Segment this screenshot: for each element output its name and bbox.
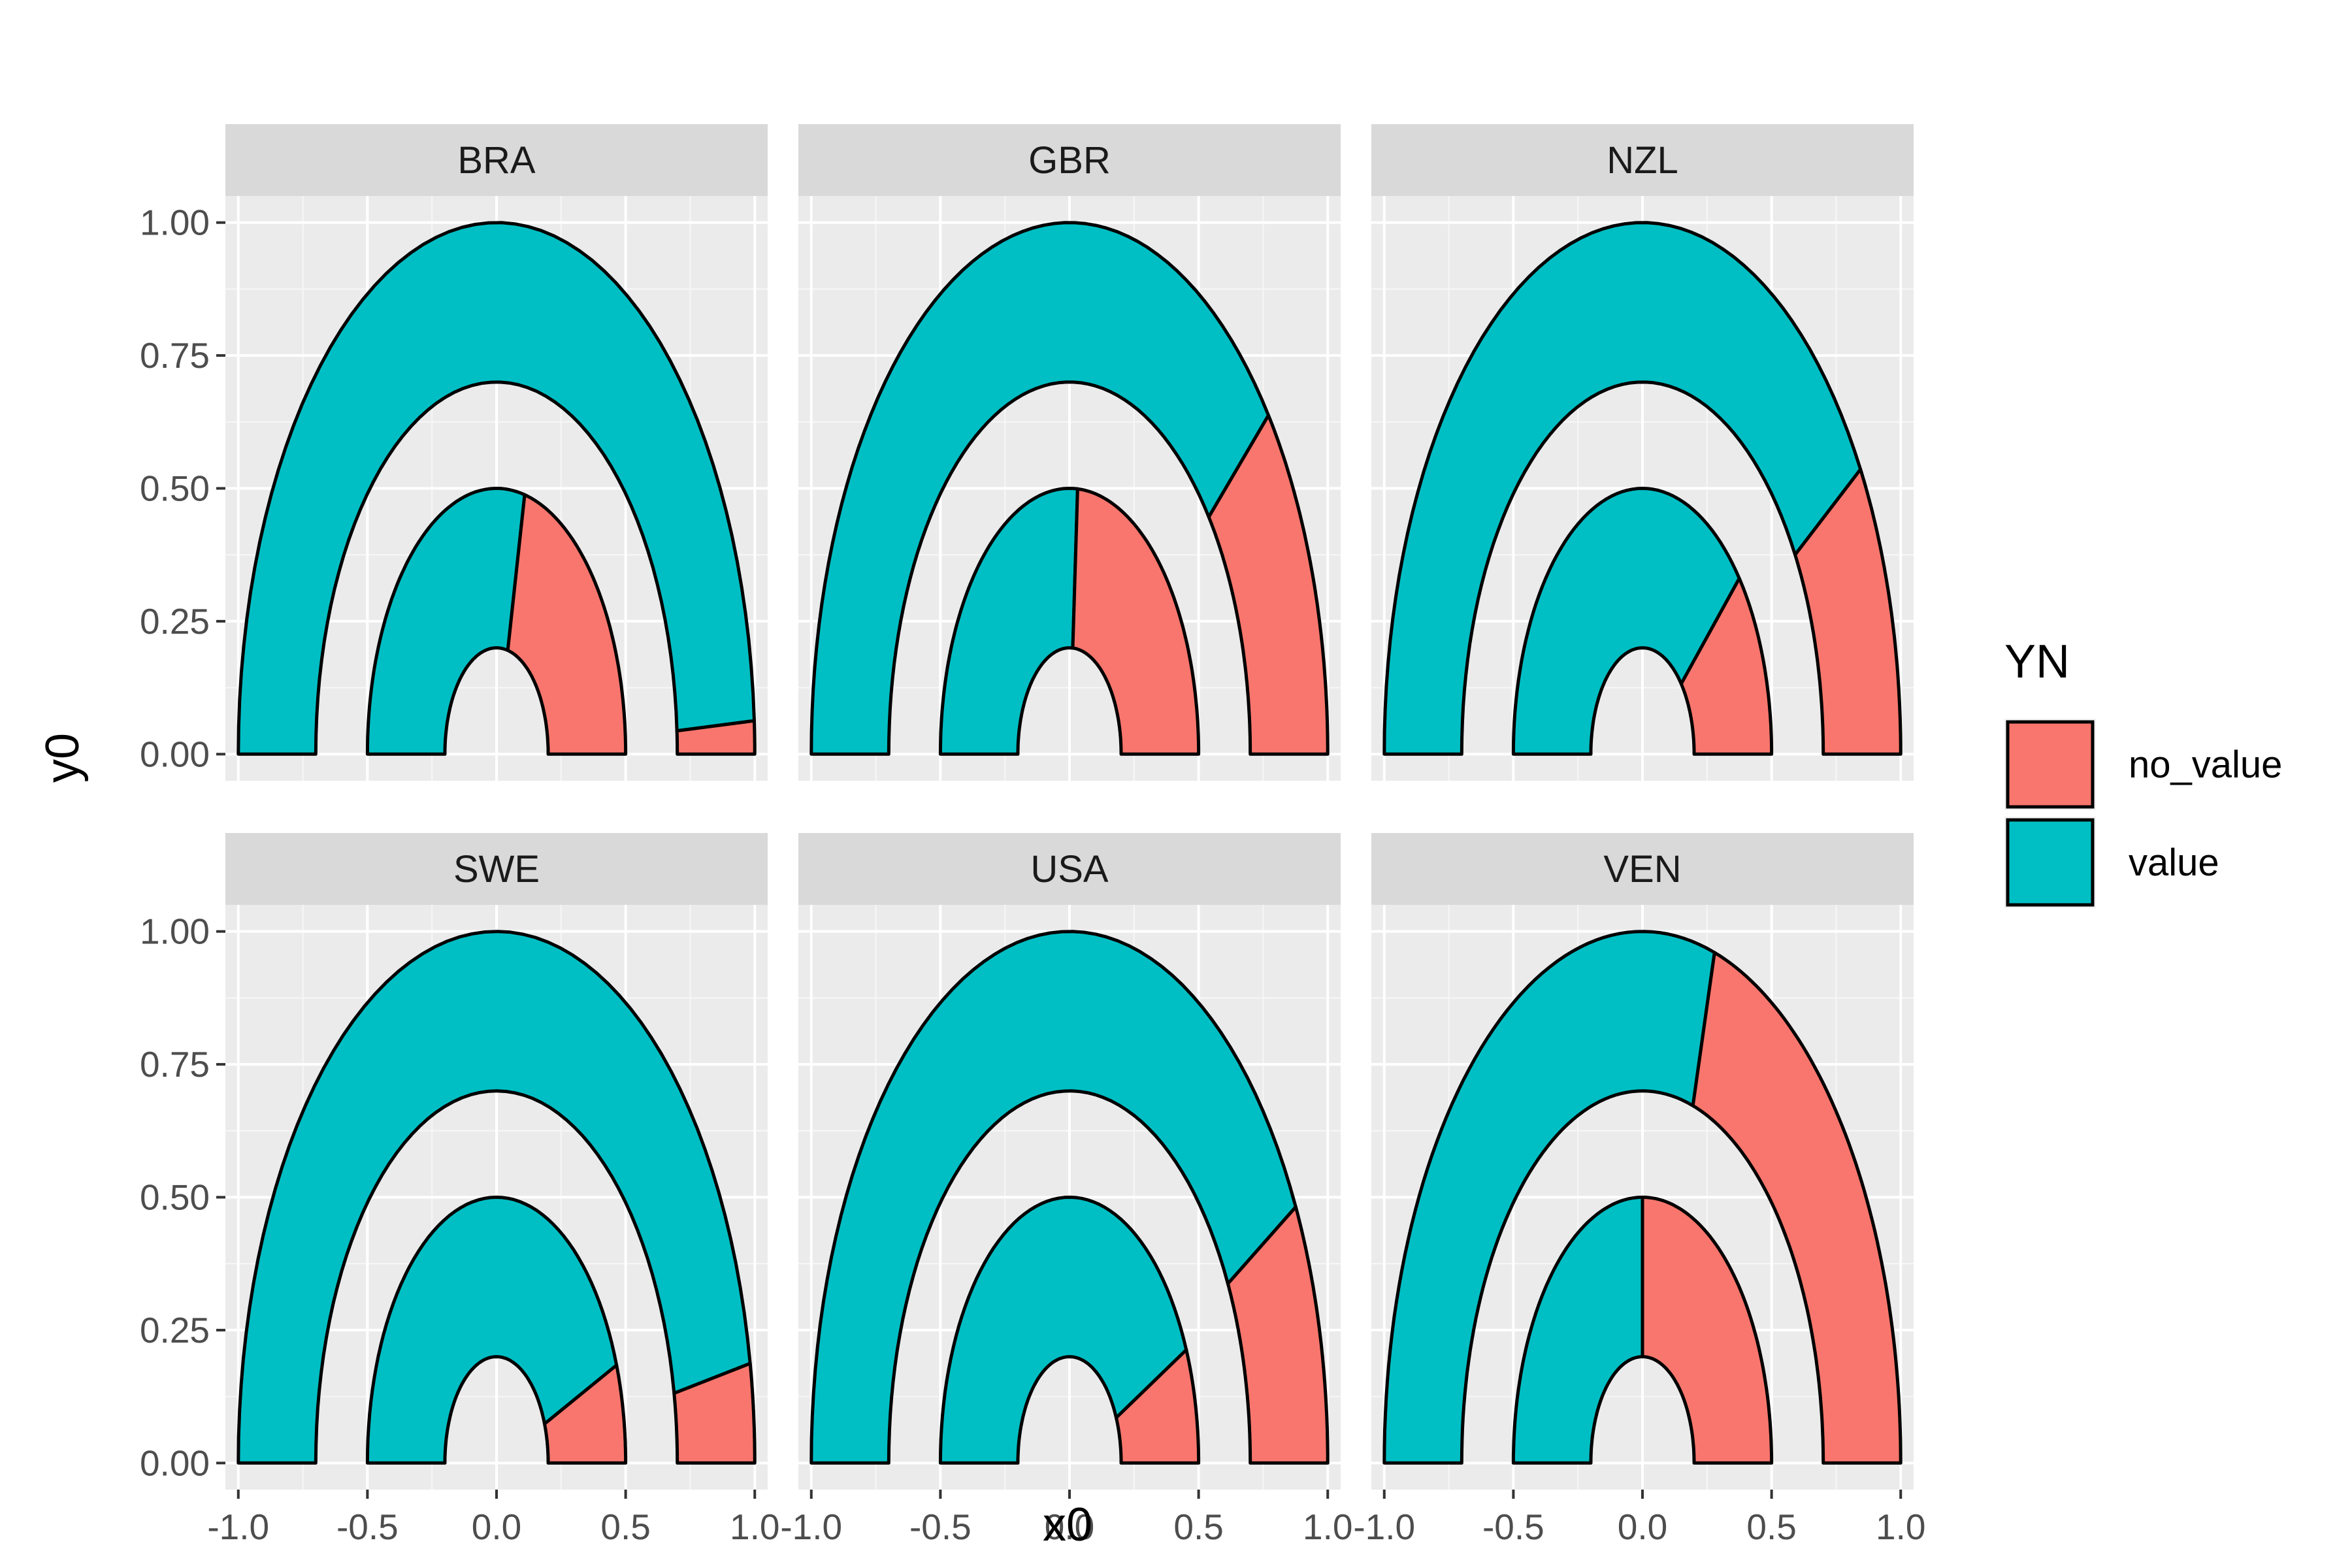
facet-strip	[1371, 124, 1914, 196]
facet-label: BRA	[457, 139, 536, 182]
outer-ring-no-value-arc	[1691, 951, 1903, 1465]
facet-usa: USA	[798, 833, 1341, 1490]
legend-key-value	[2006, 818, 2095, 907]
outer-ring-value-arc	[237, 930, 752, 1465]
facet-label: GBR	[1028, 139, 1111, 182]
x-tick-label: 1.0	[730, 1507, 779, 1547]
inner-ring-value-arc	[938, 487, 1079, 756]
y-tick-label: 1.00	[140, 911, 210, 952]
facet-strip	[798, 833, 1341, 905]
facet-label: VEN	[1603, 848, 1681, 890]
facet-label: SWE	[453, 848, 540, 890]
y-tick-label: 0.75	[140, 1044, 210, 1085]
facet-label: USA	[1030, 848, 1109, 890]
facet-bra: BRA	[225, 124, 768, 781]
facet-panels: BRA GBR NZL SWE USA VEN	[225, 124, 1914, 1490]
y-axis-title: y0	[37, 733, 89, 783]
legend-label: value	[2129, 841, 2219, 884]
x-axes: -1.0 -0.5 0.0 0.5 1.0 -1.0 -0.5 0.0 0.5 1.0 -1.0 -0…	[207, 1490, 1925, 1547]
y-tick-label: 0.75	[140, 335, 210, 376]
outer-ring-value-arc	[809, 221, 1270, 756]
inner-ring-no-value-arc	[543, 1364, 628, 1465]
outer-ring-no-value-arc	[675, 719, 757, 756]
x-tick-label: 0.0	[472, 1507, 521, 1547]
x-tick-label: -1.0	[1353, 1507, 1415, 1547]
outer-ring-value-arc	[1382, 930, 1716, 1465]
x-tick-label: 0.0	[1045, 1507, 1094, 1547]
x-tick-label: 1.0	[1876, 1507, 1925, 1547]
y-tick-label: 1.00	[140, 203, 210, 243]
x-axis-title: x0	[1043, 1499, 1092, 1551]
facet-label: NZL	[1607, 139, 1678, 182]
x-tick-label: -0.5	[336, 1507, 399, 1547]
y-tick-label: 0.50	[140, 1177, 210, 1218]
outer-ring-no-value-arc	[1207, 414, 1330, 756]
facet-nzl: NZL	[1371, 124, 1914, 781]
outer-ring-value-arc	[237, 221, 756, 756]
legend-key-no-value	[2006, 720, 2095, 809]
x-tick-label: -1.0	[780, 1507, 842, 1547]
x-tick-label: 1.0	[1303, 1507, 1352, 1547]
x-tick-label: 0.5	[1746, 1507, 1796, 1547]
x-tick-label: 0.5	[600, 1507, 650, 1547]
facet-strip	[1371, 833, 1914, 905]
inner-ring-value-arc	[938, 1196, 1188, 1465]
outer-ring-no-value-arc	[1793, 467, 1903, 756]
inner-ring-no-value-arc	[506, 493, 628, 756]
legend-label: no_value	[2129, 743, 2282, 786]
outer-ring-no-value-arc	[672, 1362, 757, 1465]
facet-gbr: GBR	[798, 124, 1341, 781]
y-tick-label: 0.25	[140, 1310, 210, 1350]
outer-ring-no-value-arc	[1226, 1205, 1330, 1465]
facet-swe: SWE	[225, 833, 768, 1490]
inner-ring-value-arc	[365, 1196, 619, 1465]
facet-ven: VEN	[1371, 833, 1914, 1490]
outer-ring-value-arc	[1382, 221, 1863, 756]
inner-ring-no-value-arc	[1679, 576, 1774, 756]
y-axes: 0.00 0.25 0.50 0.75 1.00 0.00 0.25 0.50 0.75 1.00	[140, 203, 225, 1483]
inner-ring-value-arc	[1511, 487, 1741, 756]
facet-strip	[225, 833, 768, 905]
y-tick-label: 0.00	[140, 734, 210, 774]
y-tick-label: 0.00	[140, 1443, 210, 1483]
x-tick-label: -0.5	[909, 1507, 972, 1547]
x-tick-label: -1.0	[207, 1507, 269, 1547]
inner-ring-value-arc	[1511, 1196, 1644, 1465]
legend-title: YN	[2004, 636, 2070, 688]
outer-ring-value-arc	[809, 930, 1298, 1465]
inner-ring-no-value-arc	[1115, 1348, 1201, 1465]
x-tick-label: 0.0	[1618, 1507, 1667, 1547]
x-tick-label: 0.5	[1173, 1507, 1223, 1547]
facet-strip	[798, 124, 1341, 196]
inner-ring-no-value-arc	[1071, 487, 1201, 756]
inner-ring-no-value-arc	[1641, 1196, 1774, 1465]
x-tick-label: -0.5	[1482, 1507, 1544, 1547]
inner-ring-value-arc	[365, 487, 527, 756]
y-tick-label: 0.50	[140, 468, 210, 509]
facet-strip	[225, 124, 768, 196]
y-tick-label: 0.25	[140, 601, 210, 642]
